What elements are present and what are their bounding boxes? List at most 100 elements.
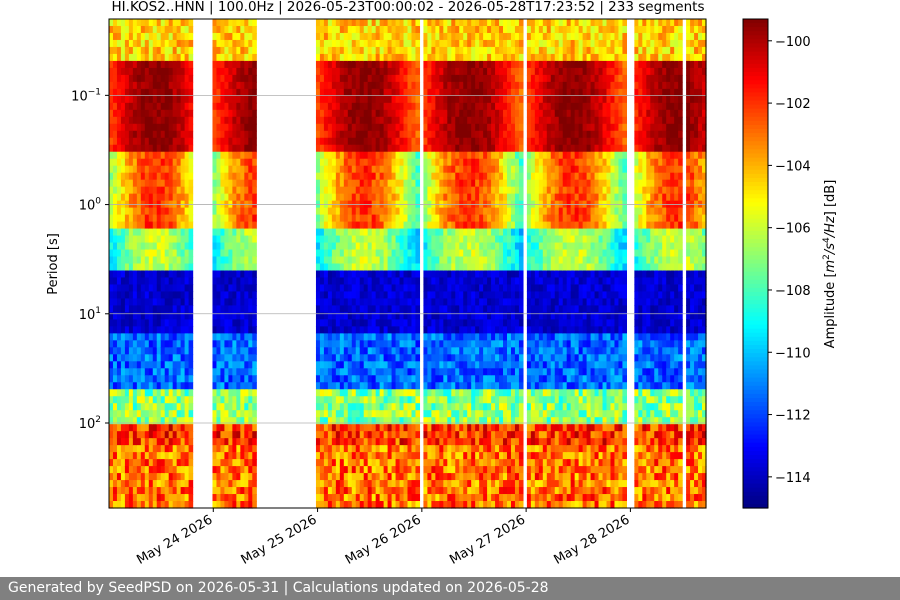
heatmap-cell <box>109 410 114 418</box>
heatmap-cell <box>407 207 413 216</box>
heatmap-cell <box>168 46 174 55</box>
heatmap-cell <box>327 228 333 237</box>
heatmap-cell <box>363 249 369 258</box>
heatmap-cell <box>399 284 405 293</box>
heatmap-cell <box>212 473 218 481</box>
heatmap-cell <box>447 214 452 223</box>
heatmap-cell <box>427 396 432 404</box>
heatmap-cell <box>128 494 134 502</box>
heatmap-cell <box>216 102 222 111</box>
heatmap-cell <box>160 291 166 300</box>
heatmap-cell <box>467 375 472 383</box>
heatmap-cell <box>351 459 357 467</box>
heatmap-cell <box>120 67 126 76</box>
heatmap-cell <box>411 235 417 244</box>
heatmap-cell <box>160 144 166 153</box>
heatmap-cell <box>435 263 440 272</box>
heatmap-cell <box>407 53 413 62</box>
heatmap-cell <box>109 32 114 41</box>
heatmap-cell <box>427 459 432 467</box>
heatmap-cell <box>411 32 417 41</box>
heatmap-cell <box>244 25 249 34</box>
heatmap-cell <box>355 424 361 432</box>
heatmap-cell <box>459 242 464 251</box>
heatmap-cell <box>427 32 432 41</box>
heatmap-cell <box>144 277 150 286</box>
heatmap-cell <box>423 270 428 279</box>
heatmap-cell <box>220 480 226 488</box>
heatmap-cell <box>343 60 349 69</box>
heatmap-cell <box>152 151 158 160</box>
heatmap-cell <box>327 39 333 48</box>
heatmap-cell <box>439 473 444 481</box>
heatmap-cell <box>351 144 357 153</box>
heatmap-cell <box>403 396 409 404</box>
heatmap-cell <box>351 19 357 27</box>
heatmap-cell <box>120 172 126 181</box>
heatmap-cell <box>363 242 369 251</box>
heatmap-cell <box>132 39 138 48</box>
heatmap-cell <box>164 340 170 348</box>
heatmap-cell <box>379 382 385 390</box>
heatmap-cell <box>212 361 218 369</box>
heatmap-cell <box>236 123 241 132</box>
heatmap-cell <box>172 284 178 293</box>
heatmap-cell <box>371 277 377 286</box>
heatmap-cell <box>156 431 162 439</box>
heatmap-cell <box>124 102 130 111</box>
heatmap-cell <box>168 347 174 355</box>
heatmap-cell <box>112 494 118 502</box>
heatmap-cell <box>212 431 218 439</box>
heatmap-cell <box>148 354 154 362</box>
heatmap-cell <box>124 501 130 509</box>
heatmap-cell <box>467 494 472 502</box>
heatmap-cell <box>224 19 229 27</box>
heatmap-cell <box>339 333 345 341</box>
heatmap-cell <box>391 193 397 202</box>
heatmap-cell <box>391 151 397 160</box>
heatmap-cell <box>415 452 421 460</box>
heatmap-cell <box>160 165 166 174</box>
heatmap-cell <box>463 137 468 146</box>
heatmap-cell <box>343 445 349 453</box>
heatmap-cell <box>467 459 472 467</box>
heatmap-cell <box>184 60 190 69</box>
heatmap-cell <box>411 340 417 348</box>
heatmap-cell <box>236 235 241 244</box>
heatmap-cell <box>224 74 229 83</box>
heatmap-cell <box>367 270 373 279</box>
heatmap-cell <box>335 284 341 293</box>
heatmap-cell <box>403 501 409 509</box>
heatmap-cell <box>156 347 162 355</box>
heatmap-cell <box>128 319 134 327</box>
heatmap-cell <box>160 382 166 390</box>
heatmap-cell <box>228 60 233 69</box>
heatmap-cell <box>399 256 405 265</box>
heatmap-cell <box>319 88 325 97</box>
heatmap-cell <box>315 396 321 404</box>
heatmap-cell <box>371 74 377 83</box>
heatmap-cell <box>467 270 472 279</box>
heatmap-cell <box>315 298 321 307</box>
heatmap-cell <box>252 305 257 313</box>
heatmap-cell <box>411 319 417 327</box>
heatmap-cell <box>459 67 464 76</box>
heatmap-cell <box>220 235 226 244</box>
heatmap-cell <box>148 221 154 230</box>
heatmap-cell <box>407 291 413 300</box>
heatmap-cell <box>112 417 118 425</box>
heatmap-cell <box>407 410 413 418</box>
heatmap-cell <box>443 354 448 362</box>
heatmap-cell <box>351 410 357 418</box>
heatmap-cell <box>244 284 249 293</box>
heatmap-cell <box>244 81 249 90</box>
heatmap-cell <box>335 389 341 397</box>
heatmap-cell <box>403 39 409 48</box>
heatmap-cell <box>216 354 222 362</box>
heatmap-cell <box>323 347 329 355</box>
heatmap-cell <box>415 319 421 327</box>
heatmap-cell <box>347 270 353 279</box>
heatmap-cell <box>407 368 413 376</box>
heatmap-cell <box>387 221 393 230</box>
heatmap-cell <box>120 39 126 48</box>
